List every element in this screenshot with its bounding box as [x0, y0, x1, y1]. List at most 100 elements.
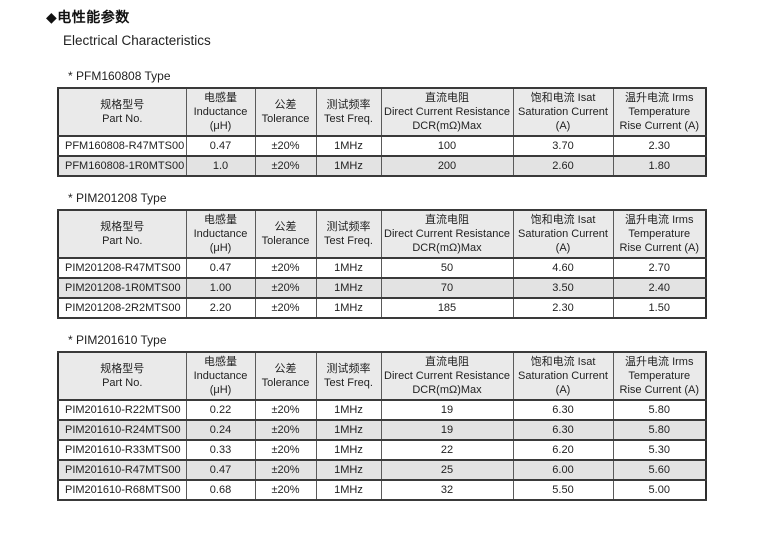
table-row: PIM201208-2R2MTS00 2.20 ±20% 1MHz 185 2.30 1.5…	[57, 297, 707, 319]
table-cell: 2.20	[185, 297, 256, 319]
table-cell: ±20%	[254, 135, 317, 157]
sections-container: * PFM160808 Type 规格型号 Part No. 电感量 Induc…	[46, 69, 766, 501]
header-tolerance-en: Tolerance	[261, 377, 310, 389]
header-part-cn: 规格型号	[100, 221, 145, 233]
table-cell: 70	[380, 277, 514, 299]
table-row: PIM201208-1R0MTS00 1.00 ±20% 1MHz 70 3.50 2.40	[57, 277, 707, 299]
part-no-cell: PIM201208-2R2MTS00	[57, 297, 187, 319]
header-inductance-en: Inductance	[193, 106, 248, 118]
header-test-freq: 测试频率 Test Freq.	[315, 87, 382, 137]
header-tolerance: 公差 Tolerance	[254, 209, 317, 259]
part-no-cell: PFM160808-R47MTS00	[57, 135, 187, 157]
table-cell: 5.60	[612, 459, 707, 481]
header-part-en: Part No.	[102, 377, 143, 389]
spec-section: * PFM160808 Type 规格型号 Part No. 电感量 Induc…	[46, 69, 766, 177]
header-irms-en: Temperature	[628, 106, 691, 118]
header-test-freq: 测试频率 Test Freq.	[315, 351, 382, 401]
section-caption: * PIM201610 Type	[68, 333, 167, 347]
header-inductance: 电感量 Inductance (μH)	[185, 351, 256, 401]
section-caption: * PFM160808 Type	[68, 69, 171, 83]
table-cell: 200	[380, 155, 514, 177]
table-cell: ±20%	[254, 419, 317, 441]
header-freq-en: Test Freq.	[324, 377, 373, 389]
header-freq-en: Test Freq.	[324, 235, 373, 247]
table-cell: 22	[380, 439, 514, 461]
header-tolerance-en: Tolerance	[261, 235, 310, 247]
header-part-no: 规格型号 Part No.	[57, 351, 187, 401]
table-cell: 50	[380, 257, 514, 279]
header-inductance-unit: (μH)	[209, 242, 232, 254]
table-cell: 1MHz	[315, 419, 382, 441]
header-irms-unit: Rise Current (A)	[619, 384, 699, 396]
header-dcr-cn: 直流电阻	[425, 356, 469, 368]
spec-section: * PIM201208 Type 规格型号 Part No. 电感量 Induc…	[46, 191, 766, 319]
table-row: PFM160808-1R0MTS00 1.0 ±20% 1MHz 200 2.60 1.80	[57, 155, 707, 177]
part-no-cell: PIM201610-R47MTS00	[57, 459, 187, 481]
part-no-cell: PFM160808-1R0MTS00	[57, 155, 187, 177]
electrical-characteristics-table: 规格型号 Part No. 电感量 Inductance (μH) 公差 Tol…	[57, 209, 707, 319]
table-cell: 6.20	[512, 439, 614, 461]
table-cell: 0.22	[185, 399, 256, 421]
header-freq-cn: 测试频率	[326, 99, 371, 111]
header-dcr-en: Direct Current Resistance	[384, 106, 510, 118]
header-tolerance: 公差 Tolerance	[254, 87, 317, 137]
header-isat-cn: 饱和电流 Isat	[530, 214, 596, 226]
spec-section: * PIM201610 Type 规格型号 Part No. 电感量 Induc…	[46, 333, 766, 501]
header-irms: 温升电流 Irms Temperature Rise Current (A)	[612, 87, 707, 137]
header-inductance-unit: (μH)	[209, 384, 232, 396]
table-cell: 2.30	[612, 135, 707, 157]
header-irms-en: Temperature	[628, 228, 691, 240]
header-isat-unit: (A)	[555, 242, 571, 254]
header-inductance-cn: 电感量	[204, 356, 237, 368]
header-isat-unit: (A)	[555, 384, 571, 396]
table-cell: 1.80	[612, 155, 707, 177]
table-cell: 1MHz	[315, 257, 382, 279]
header-dcr-unit: DCR(mΩ)Max	[412, 384, 482, 396]
table-cell: 5.50	[512, 479, 614, 501]
table-cell: 2.60	[512, 155, 614, 177]
table-body: PFM160808-R47MTS00 0.47 ±20% 1MHz 100 3.70 2.3…	[57, 135, 707, 177]
page-title-cn: ◆电性能参数	[46, 9, 130, 25]
header-isat-en: Saturation Current	[518, 370, 608, 382]
table-cell: 5.30	[612, 439, 707, 461]
table-cell: ±20%	[254, 459, 317, 481]
header-isat: 饱和电流 Isat Saturation Current (A)	[512, 209, 614, 259]
header-part-no: 规格型号 Part No.	[57, 209, 187, 259]
header-isat-en: Saturation Current	[518, 228, 608, 240]
header-irms-unit: Rise Current (A)	[619, 120, 699, 132]
header-isat-cn: 饱和电流 Isat	[530, 356, 596, 368]
header-isat-cn: 饱和电流 Isat	[530, 92, 596, 104]
page-title-en: Electrical Characteristics	[63, 33, 211, 48]
table-cell: 0.33	[185, 439, 256, 461]
part-no-cell: PIM201610-R33MTS00	[57, 439, 187, 461]
table-body: PIM201610-R22MTS00 0.22 ±20% 1MHz 19 6.30 5.80…	[57, 399, 707, 501]
table-cell: ±20%	[254, 155, 317, 177]
header-inductance: 电感量 Inductance (μH)	[185, 87, 256, 137]
header-irms-cn: 温升电流 Irms	[625, 214, 694, 226]
header-irms-cn: 温升电流 Irms	[625, 92, 694, 104]
header-tolerance-cn: 公差	[274, 363, 297, 375]
header-tolerance: 公差 Tolerance	[254, 351, 317, 401]
table-cell: 1.0	[185, 155, 256, 177]
table-row: PIM201610-R47MTS00 0.47 ±20% 1MHz 25 6.00 5.60	[57, 459, 707, 481]
header-tolerance-cn: 公差	[274, 221, 297, 233]
table-cell: 1MHz	[315, 155, 382, 177]
header-inductance: 电感量 Inductance (μH)	[185, 209, 256, 259]
table-cell: 3.70	[512, 135, 614, 157]
table-header: 规格型号 Part No. 电感量 Inductance (μH) 公差 Tol…	[57, 209, 707, 259]
table-cell: 25	[380, 459, 514, 481]
table-row: PIM201610-R24MTS00 0.24 ±20% 1MHz 19 6.30 5.80	[57, 419, 707, 441]
table-cell: 1MHz	[315, 439, 382, 461]
header-dcr-cn: 直流电阻	[425, 92, 469, 104]
header-freq-cn: 测试频率	[326, 221, 371, 233]
table-cell: 1MHz	[315, 479, 382, 501]
header-irms: 温升电流 Irms Temperature Rise Current (A)	[612, 209, 707, 259]
header-dcr-unit: DCR(mΩ)Max	[412, 120, 482, 132]
part-no-cell: PIM201610-R24MTS00	[57, 419, 187, 441]
header-part-en: Part No.	[102, 235, 143, 247]
table-cell: 185	[380, 297, 514, 319]
table-cell: 0.68	[185, 479, 256, 501]
table-row: PFM160808-R47MTS00 0.47 ±20% 1MHz 100 3.70 2.3…	[57, 135, 707, 157]
header-inductance-en: Inductance	[193, 228, 248, 240]
table-cell: 1MHz	[315, 297, 382, 319]
